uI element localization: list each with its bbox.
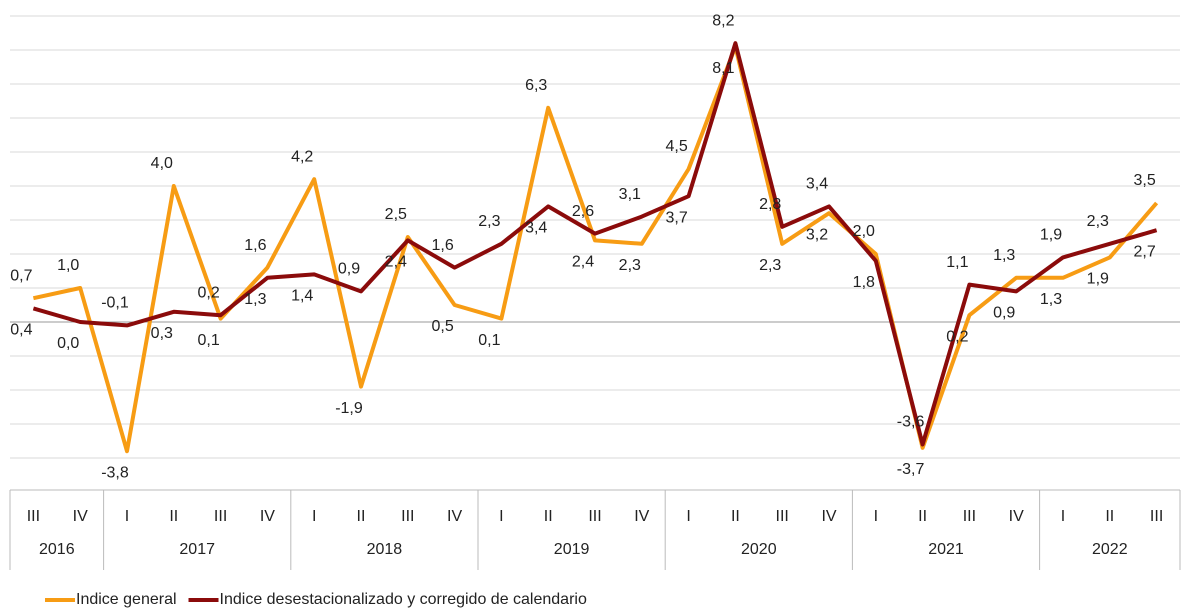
group-label: 2022 xyxy=(1092,541,1128,558)
data-label: 0,9 xyxy=(338,261,360,278)
data-label: 1,6 xyxy=(431,237,453,254)
group-label: 2017 xyxy=(179,541,215,558)
group-label: 2021 xyxy=(928,541,964,558)
x-tick-label: II xyxy=(169,508,178,525)
x-tick-label: I xyxy=(686,508,690,525)
data-label: 3,7 xyxy=(665,209,687,226)
x-tick-label: IV xyxy=(1009,508,1024,525)
data-label: 2,7 xyxy=(1133,243,1155,260)
data-label: 0,2 xyxy=(197,284,219,301)
data-label: 2,3 xyxy=(1087,213,1109,230)
data-label: -3,8 xyxy=(101,464,129,481)
data-label: 4,0 xyxy=(151,155,173,172)
data-label: 2,0 xyxy=(853,223,875,240)
data-label: 1,9 xyxy=(1040,227,1062,244)
group-label: 2019 xyxy=(554,541,590,558)
data-label: 1,3 xyxy=(244,291,266,308)
x-tick-label: II xyxy=(918,508,927,525)
data-label: 3,2 xyxy=(806,226,828,243)
x-tick-label: III xyxy=(588,508,601,525)
series-line xyxy=(32,41,1158,447)
x-tick-label: II xyxy=(1105,508,1114,525)
data-label: 0,7 xyxy=(10,267,32,284)
data-label: -3,6 xyxy=(897,414,925,431)
x-tick-label: III xyxy=(27,508,40,525)
x-tick-label: III xyxy=(776,508,789,525)
group-label: 2020 xyxy=(741,541,777,558)
x-tick-label: I xyxy=(125,508,129,525)
x-tick-label: I xyxy=(1061,508,1065,525)
x-tick-label: IV xyxy=(73,508,88,525)
x-tick-label: IV xyxy=(821,508,836,525)
legend-label: Indice desestacionalizado y corregido de… xyxy=(220,591,587,608)
x-tick-label: IV xyxy=(260,508,275,525)
data-label: -1,9 xyxy=(335,400,363,417)
data-label: 3,4 xyxy=(525,220,547,237)
data-label: 1,3 xyxy=(1040,291,1062,308)
x-tick-label: I xyxy=(499,508,503,525)
data-label: 2,6 xyxy=(572,203,594,220)
data-label: -0,1 xyxy=(101,295,129,312)
data-label: 1,0 xyxy=(57,257,79,274)
data-label: 0,5 xyxy=(431,318,453,335)
data-label: 0,3 xyxy=(151,325,173,342)
legend-label: Indice general xyxy=(76,591,177,608)
data-label: 6,3 xyxy=(525,77,547,94)
data-label: 0,1 xyxy=(478,332,500,349)
data-label: 2,8 xyxy=(759,196,781,213)
data-label: 0,1 xyxy=(197,332,219,349)
x-tick-label: II xyxy=(544,508,553,525)
x-tick-label: II xyxy=(357,508,366,525)
data-label: 2,4 xyxy=(572,254,594,271)
data-label: 0,0 xyxy=(57,335,79,352)
data-label: 2,3 xyxy=(619,257,641,274)
data-label: 8,1 xyxy=(712,60,734,77)
data-label: 1,4 xyxy=(291,288,313,305)
x-tick-label: III xyxy=(963,508,976,525)
data-label: 4,5 xyxy=(665,138,687,155)
data-label: 3,5 xyxy=(1133,172,1155,189)
data-label: 1,1 xyxy=(946,254,968,271)
x-tick-label: III xyxy=(401,508,414,525)
data-label: 3,4 xyxy=(806,176,828,193)
x-tick-label: II xyxy=(731,508,740,525)
data-label: 1,6 xyxy=(244,237,266,254)
x-tick-label: I xyxy=(874,508,878,525)
x-tick-label: IV xyxy=(634,508,649,525)
data-label: 2,3 xyxy=(759,257,781,274)
group-label: 2016 xyxy=(39,541,75,558)
data-label: 2,4 xyxy=(385,254,407,271)
data-label: 2,5 xyxy=(385,206,407,223)
series-line xyxy=(32,44,1159,454)
data-label: 0,9 xyxy=(993,305,1015,322)
x-tick-label: III xyxy=(214,508,227,525)
data-label: 8,2 xyxy=(712,12,734,29)
data-label: 4,2 xyxy=(291,148,313,165)
group-label: 2018 xyxy=(367,541,403,558)
data-label: 1,3 xyxy=(993,247,1015,264)
x-tick-label: III xyxy=(1150,508,1163,525)
data-label: 1,9 xyxy=(1087,271,1109,288)
x-tick-label: I xyxy=(312,508,316,525)
x-tick-label: IV xyxy=(447,508,462,525)
data-label: 3,1 xyxy=(619,186,641,203)
data-label: 2,3 xyxy=(478,213,500,230)
data-label: 1,8 xyxy=(853,274,875,291)
data-label: 0,2 xyxy=(946,328,968,345)
data-label: 0,4 xyxy=(10,322,32,339)
data-label: -3,7 xyxy=(897,461,925,478)
